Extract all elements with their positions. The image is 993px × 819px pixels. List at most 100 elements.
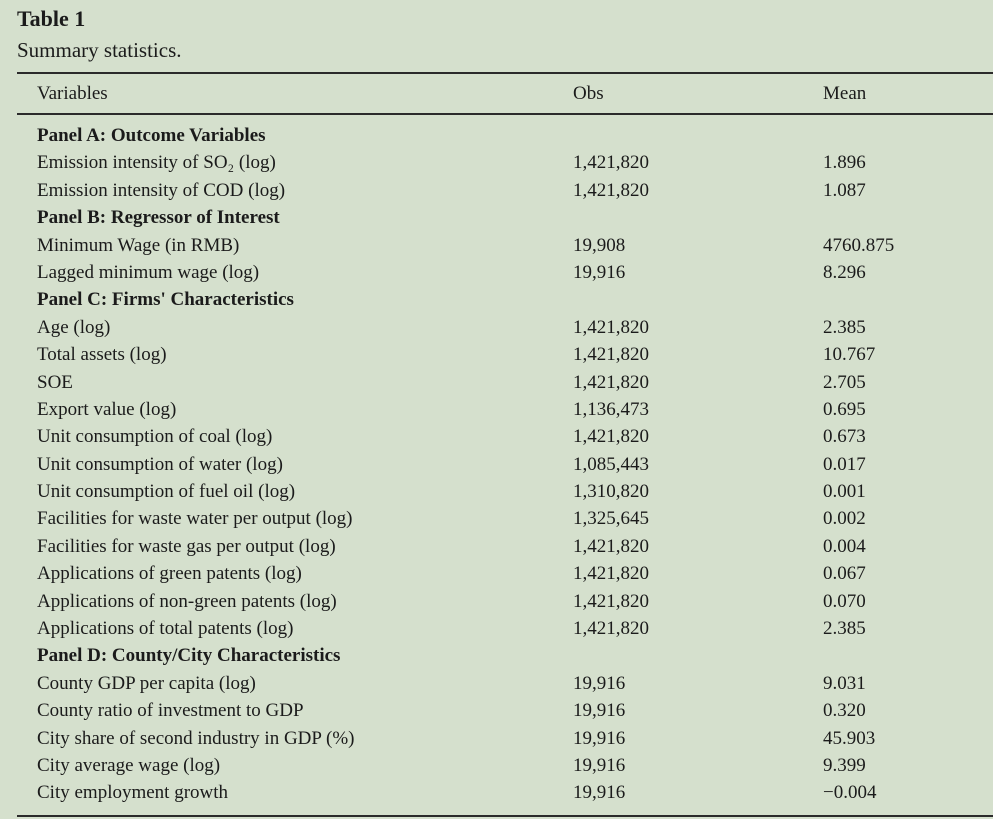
obs-value: 19,916: [573, 727, 626, 749]
panel-heading-row: Panel B: Regressor of Interest: [0, 205, 993, 232]
obs-value: 1,421,820: [573, 152, 649, 174]
table-row: Applications of total patents (log) 1,421…: [0, 616, 993, 643]
obs-value: 19,916: [573, 754, 626, 776]
table-top-rule: [17, 72, 993, 74]
obs-value: 1,085,443: [573, 453, 649, 475]
variable-name: Age (log): [37, 316, 111, 338]
obs-value: 19,908: [573, 234, 626, 256]
obs-value: 1,421,820: [573, 426, 649, 448]
obs-value: 19,916: [573, 782, 626, 804]
table-row: Unit consumption of fuel oil (log) 1,310,…: [0, 479, 993, 506]
variable-name: City share of second industry in GDP (%): [37, 727, 355, 749]
table-row: Export value (log) 1,136,473 0.695: [0, 397, 993, 424]
obs-value: 1,421,820: [573, 590, 649, 612]
obs-value: 1,325,645: [573, 508, 649, 530]
panel-heading: Panel D: County/City Characteristics: [37, 645, 341, 667]
panel-heading-row: Panel D: County/City Characteristics: [0, 643, 993, 670]
variable-name: Total assets (log): [37, 344, 167, 366]
variable-name: City employment growth: [37, 782, 229, 804]
mean-value: 0.320: [823, 700, 866, 722]
obs-value: 1,421,820: [573, 563, 649, 585]
variable-name: Unit consumption of water (log): [37, 453, 283, 475]
table-row: Lagged minimum wage (log) 19,916 8.296: [0, 260, 993, 287]
mean-value: 8.296: [823, 261, 866, 283]
variable-name: Facilities for waste gas per output (log…: [37, 535, 336, 557]
table-row: Emission intensity of COD (log) 1,421,820…: [0, 178, 993, 205]
variable-name: Unit consumption of coal (log): [37, 426, 273, 448]
table-row: Facilities for waste gas per output (log…: [0, 534, 993, 561]
obs-value: 1,421,820: [573, 316, 649, 338]
table-header-row: Variables Obs Mean: [0, 80, 993, 108]
header-mean: Mean: [823, 83, 867, 104]
variable-name: County GDP per capita (log): [37, 672, 256, 694]
obs-value: 19,916: [573, 672, 626, 694]
variable-name: Unit consumption of fuel oil (log): [37, 481, 296, 503]
variable-name: Facilities for waste water per output (l…: [37, 508, 353, 530]
table-row: County GDP per capita (log) 19,916 9.031: [0, 671, 993, 698]
table-row: Applications of green patents (log) 1,421…: [0, 561, 993, 588]
table-row: Emission intensity of SO₂ (log) 1,421,820…: [0, 150, 993, 177]
table-row: Unit consumption of coal (log) 1,421,820 0…: [0, 424, 993, 451]
table-row: Applications of non-green patents (log) 1…: [0, 589, 993, 616]
variable-name: SOE: [37, 371, 73, 393]
mean-value: 4760.875: [823, 234, 895, 256]
mean-value: 45.903: [823, 727, 876, 749]
variable-name: Applications of total patents (log): [37, 618, 294, 640]
table-row: City share of second industry in GDP (%)…: [0, 726, 993, 753]
mean-value: 0.017: [823, 453, 866, 475]
variable-name: Applications of non-green patents (log): [37, 590, 337, 612]
mean-value: 0.070: [823, 590, 866, 612]
table-label: Table 1: [17, 6, 86, 31]
table-bottom-rule: [17, 815, 993, 817]
obs-value: 1,421,820: [573, 535, 649, 557]
mean-value: 0.004: [823, 535, 866, 557]
panel-heading: Panel A: Outcome Variables: [37, 125, 266, 146]
obs-value: 1,421,820: [573, 618, 649, 640]
variable-name: Emission intensity of SO₂ (log): [37, 152, 276, 174]
panel-heading-row: Panel C: Firms' Characteristics: [0, 287, 993, 314]
variable-name: Applications of green patents (log): [37, 563, 302, 585]
table-row: Facilities for waste water per output (l…: [0, 506, 993, 533]
table-header-rule: [17, 113, 993, 115]
variable-name: Lagged minimum wage (log): [37, 261, 260, 283]
obs-value: 19,916: [573, 261, 626, 283]
mean-value: 1.896: [823, 152, 866, 174]
panel-heading: Panel C: Firms' Characteristics: [37, 289, 294, 311]
mean-value: 0.695: [823, 398, 866, 420]
variable-name: Emission intensity of COD (log): [37, 179, 286, 201]
table-row: City employment growth 19,916 −0.004: [0, 780, 993, 807]
table-row: City average wage (log) 19,916 9.399: [0, 753, 993, 780]
variable-name: City average wage (log): [37, 754, 221, 776]
mean-value: 0.002: [823, 508, 866, 530]
table-row: Minimum Wage (in RMB) 19,908 4760.875: [0, 233, 993, 260]
mean-value: 2.385: [823, 618, 866, 640]
table-body: Panel A: Outcome Variables Emission inten…: [0, 123, 993, 808]
obs-value: 1,421,820: [573, 371, 649, 393]
table-row: Unit consumption of water (log) 1,085,443…: [0, 452, 993, 479]
mean-value: 2.385: [823, 316, 866, 338]
mean-value: 9.399: [823, 754, 866, 776]
mean-value: 0.673: [823, 426, 866, 448]
header-obs: Obs: [573, 83, 604, 104]
table-row: County ratio of investment to GDP 19,916 0…: [0, 698, 993, 725]
panel-heading-row: Panel A: Outcome Variables: [0, 123, 993, 150]
table-caption: Summary statistics.: [17, 38, 182, 62]
table-row: Total assets (log) 1,421,820 10.767: [0, 342, 993, 369]
variable-name: Export value (log): [37, 398, 177, 420]
variable-name: County ratio of investment to GDP: [37, 700, 304, 722]
mean-value: 2.705: [823, 371, 866, 393]
mean-value: 10.767: [823, 344, 876, 366]
obs-value: 1,136,473: [573, 398, 649, 420]
table-row: Age (log) 1,421,820 2.385: [0, 315, 993, 342]
obs-value: 1,421,820: [573, 179, 649, 201]
mean-value: 1.087: [823, 179, 866, 201]
header-variables: Variables: [37, 83, 108, 104]
mean-value: 0.001: [823, 481, 866, 503]
obs-value: 1,421,820: [573, 344, 649, 366]
mean-value: 0.067: [823, 563, 866, 585]
panel-heading: Panel B: Regressor of Interest: [37, 207, 280, 229]
variable-name: Minimum Wage (in RMB): [37, 234, 240, 256]
table-row: SOE 1,421,820 2.705: [0, 370, 993, 397]
obs-value: 19,916: [573, 700, 626, 722]
